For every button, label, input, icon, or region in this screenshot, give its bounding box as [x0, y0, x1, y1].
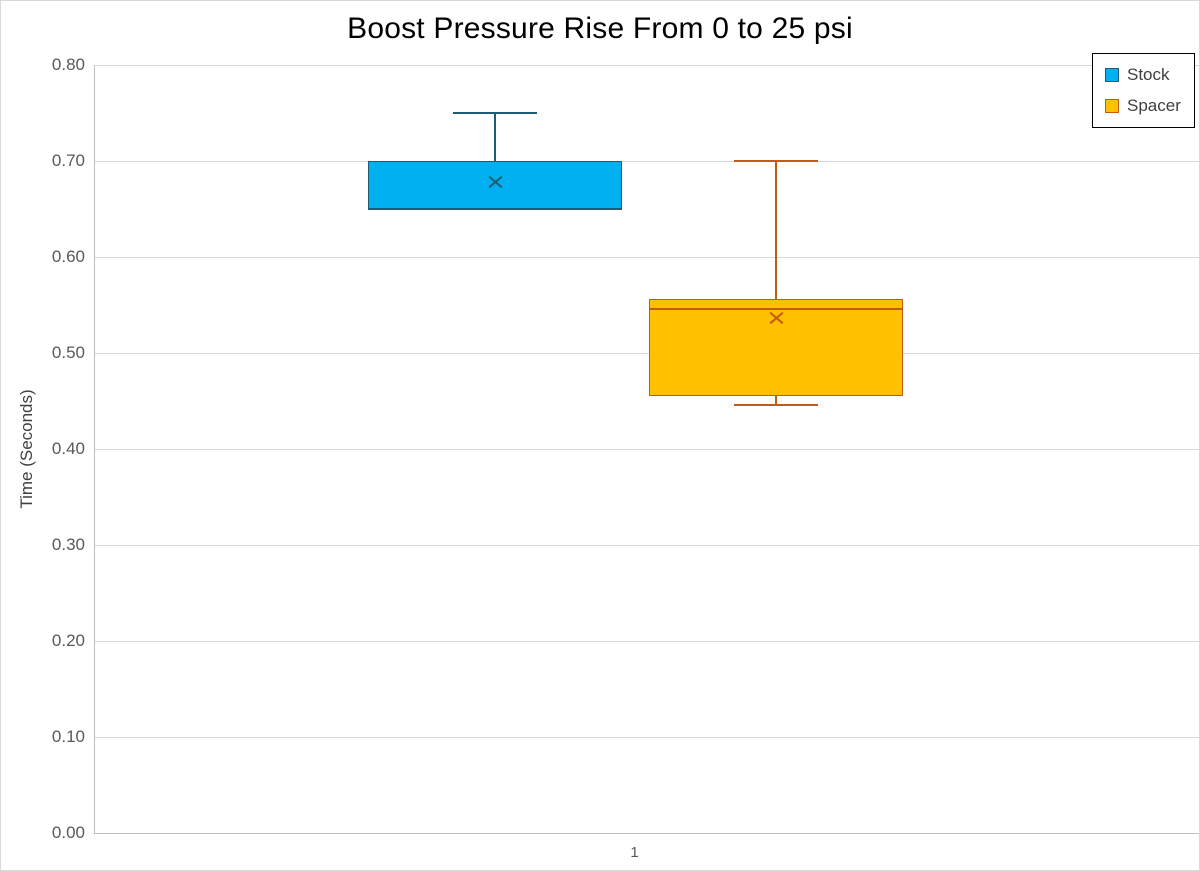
plot-area — [94, 64, 1199, 834]
gridline — [95, 256, 1199, 258]
y-tick-label: 0.60 — [51, 247, 85, 266]
median-line-spacer — [649, 307, 903, 310]
legend-item-spacer: Spacer — [1105, 96, 1181, 116]
whisker-cap-upper-spacer — [734, 160, 818, 162]
legend-item-stock: Stock — [1105, 65, 1181, 85]
y-tick-label: 0.50 — [51, 343, 85, 362]
x-tick-label: 1 — [630, 844, 639, 861]
y-tick-label: 0.20 — [51, 631, 85, 650]
whisker-cap-upper-stock — [453, 112, 537, 114]
legend-label-spacer: Spacer — [1127, 96, 1181, 115]
gridline — [95, 64, 1199, 66]
legend-swatch-stock-icon — [1105, 68, 1119, 82]
gridline — [95, 352, 1199, 354]
whisker-stem-upper-spacer — [775, 161, 777, 300]
y-tick-label: 0.00 — [51, 823, 85, 842]
legend: Stock Spacer — [1092, 53, 1195, 128]
gridline — [95, 544, 1199, 546]
chart-title: Boost Pressure Rise From 0 to 25 psi — [347, 12, 853, 45]
y-tick-label: 0.70 — [51, 151, 85, 170]
mean-marker-spacer — [768, 311, 784, 324]
box-stock — [368, 161, 622, 209]
whisker-stem-lower-spacer — [775, 396, 777, 405]
y-tick-label: 0.10 — [51, 727, 85, 746]
whisker-stem-upper-stock — [494, 113, 496, 161]
y-tick-label: 0.30 — [51, 535, 85, 554]
legend-swatch-spacer-icon — [1105, 99, 1119, 113]
gridline — [95, 640, 1199, 642]
gridline — [95, 160, 1199, 162]
legend-label-stock: Stock — [1127, 65, 1170, 84]
mean-marker-stock — [487, 175, 503, 189]
gridline — [95, 448, 1199, 450]
y-tick-label: 0.40 — [51, 439, 85, 458]
whisker-cap-lower-spacer — [734, 403, 818, 406]
y-tick-label: 0.80 — [51, 55, 85, 74]
gridline — [95, 736, 1199, 738]
median-line-stock — [368, 208, 622, 210]
